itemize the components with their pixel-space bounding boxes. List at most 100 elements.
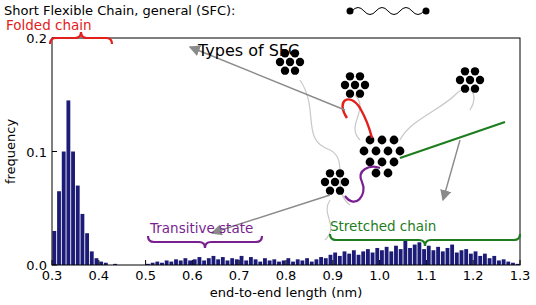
x-tick <box>426 260 427 265</box>
bar <box>235 259 239 265</box>
plot-frame <box>52 38 520 265</box>
bar <box>483 254 487 265</box>
subtitle: Types of SFC <box>197 41 299 60</box>
bar <box>99 262 103 265</box>
bar <box>497 260 501 265</box>
x-tick <box>379 260 380 265</box>
bar <box>469 254 473 265</box>
bar <box>333 253 337 265</box>
annotation: Folded chain <box>6 17 92 33</box>
bar <box>352 250 356 265</box>
particle <box>351 81 359 89</box>
y-tick-label: 0.1 <box>26 145 47 160</box>
bar <box>272 259 276 265</box>
bar <box>85 233 89 265</box>
particle <box>384 169 393 178</box>
particle <box>372 169 381 178</box>
bar <box>52 231 56 265</box>
brace <box>50 32 112 44</box>
bar <box>202 260 206 265</box>
bar <box>422 249 426 265</box>
bar <box>254 259 258 265</box>
bar <box>155 262 159 265</box>
bar <box>380 250 384 265</box>
particle <box>384 147 393 156</box>
bar <box>460 250 464 265</box>
particle <box>372 147 381 156</box>
transitive-chain <box>345 167 380 202</box>
sfc-diagram <box>276 49 505 240</box>
bar <box>221 257 225 265</box>
bar <box>95 258 99 265</box>
bar <box>488 258 492 265</box>
bars <box>52 100 519 265</box>
bar <box>57 191 61 265</box>
bar <box>305 258 309 265</box>
particle <box>366 136 375 145</box>
particle <box>336 169 344 177</box>
bar <box>474 251 478 265</box>
y-tick <box>52 265 57 266</box>
x-tick <box>98 260 99 265</box>
x-tick-label: 1.0 <box>369 268 390 283</box>
bar <box>277 262 281 265</box>
chain-shadow <box>300 80 350 205</box>
bar <box>492 256 496 265</box>
bar <box>296 259 300 265</box>
bar <box>212 256 216 265</box>
chart: 0.30.40.50.60.70.80.91.01.11.21.30.00.10… <box>0 0 536 305</box>
particle <box>336 186 344 194</box>
bar <box>282 260 286 265</box>
bar <box>183 258 187 265</box>
bar <box>324 258 328 265</box>
chain-icon-end <box>423 8 430 15</box>
particle <box>291 66 299 74</box>
x-tick-label: 0.7 <box>229 268 250 283</box>
bar <box>464 249 468 265</box>
y-axis-label: frequency <box>3 119 18 185</box>
bar <box>244 260 248 265</box>
particle <box>396 147 405 156</box>
x-tick <box>52 260 53 265</box>
bar <box>216 259 220 265</box>
x-tick-label: 0.4 <box>88 268 109 283</box>
particle <box>356 89 364 97</box>
particle <box>461 67 469 75</box>
bar <box>207 258 211 265</box>
bar <box>66 100 70 265</box>
bar <box>268 260 272 265</box>
bar <box>169 262 173 265</box>
x-tick <box>239 260 240 265</box>
x-tick-label: 0.6 <box>182 268 203 283</box>
x-tick-label: 1.2 <box>463 268 484 283</box>
particle <box>331 178 339 186</box>
particle <box>456 76 464 84</box>
bar <box>319 257 323 265</box>
x-tick-label: 0.9 <box>322 268 343 283</box>
bar <box>394 246 398 265</box>
bar <box>198 257 202 265</box>
bar <box>408 248 412 265</box>
bar <box>361 251 365 265</box>
particle <box>321 178 329 186</box>
bar <box>240 256 244 265</box>
particle <box>346 72 354 80</box>
arrow <box>443 140 460 200</box>
x-tick <box>145 260 146 265</box>
annotation: Stretched chain <box>330 218 436 234</box>
bar <box>286 258 290 265</box>
particle <box>471 67 479 75</box>
particle <box>346 89 354 97</box>
y-tick <box>52 151 57 152</box>
bar <box>441 251 445 265</box>
particle <box>466 76 474 84</box>
x-tick-label: 1.1 <box>416 268 437 283</box>
bar <box>338 256 342 265</box>
particle <box>361 81 369 89</box>
x-tick <box>520 260 521 265</box>
bar <box>291 262 295 265</box>
brace <box>330 234 520 246</box>
brace <box>148 236 262 248</box>
particle <box>378 136 387 145</box>
chain-shadow <box>400 89 474 140</box>
